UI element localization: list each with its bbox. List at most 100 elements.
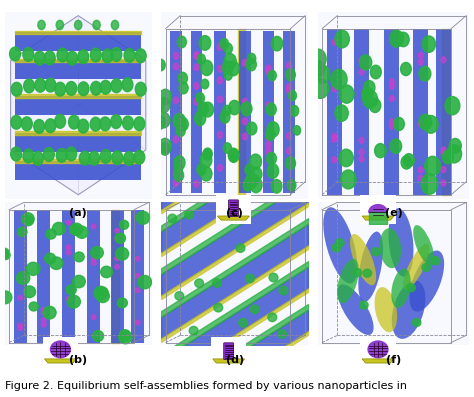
Circle shape: [390, 96, 394, 102]
Circle shape: [267, 152, 276, 165]
FancyBboxPatch shape: [62, 210, 75, 343]
Circle shape: [194, 83, 199, 89]
Text: (b): (b): [69, 355, 87, 365]
Circle shape: [115, 256, 119, 260]
Polygon shape: [218, 216, 249, 220]
Ellipse shape: [337, 284, 374, 335]
Circle shape: [111, 48, 122, 62]
Polygon shape: [362, 359, 394, 363]
Circle shape: [268, 313, 277, 322]
Circle shape: [21, 117, 32, 131]
Circle shape: [70, 223, 83, 235]
Circle shape: [279, 286, 288, 295]
Circle shape: [93, 20, 100, 30]
FancyBboxPatch shape: [131, 210, 144, 343]
FancyBboxPatch shape: [239, 31, 251, 193]
Circle shape: [286, 69, 295, 81]
Ellipse shape: [358, 231, 383, 302]
Circle shape: [224, 43, 232, 54]
Circle shape: [67, 295, 81, 308]
Circle shape: [390, 30, 403, 47]
Circle shape: [201, 79, 209, 89]
Circle shape: [374, 144, 386, 158]
Circle shape: [66, 250, 71, 255]
Circle shape: [44, 148, 55, 161]
Circle shape: [266, 65, 271, 72]
Ellipse shape: [374, 287, 397, 332]
Circle shape: [335, 30, 349, 48]
Ellipse shape: [403, 244, 429, 290]
Circle shape: [336, 239, 344, 247]
Circle shape: [173, 136, 179, 143]
Circle shape: [196, 93, 204, 104]
Circle shape: [173, 63, 179, 70]
Circle shape: [372, 248, 380, 256]
Circle shape: [422, 263, 430, 271]
Circle shape: [159, 89, 172, 104]
Circle shape: [397, 32, 409, 47]
Circle shape: [115, 229, 119, 233]
Circle shape: [441, 180, 446, 186]
Circle shape: [407, 284, 415, 292]
Circle shape: [66, 220, 71, 225]
Circle shape: [136, 256, 140, 261]
Circle shape: [66, 147, 77, 161]
Circle shape: [115, 236, 119, 241]
Circle shape: [223, 143, 232, 153]
Circle shape: [360, 301, 368, 309]
Circle shape: [251, 167, 262, 181]
Circle shape: [78, 82, 89, 96]
Ellipse shape: [350, 234, 376, 285]
Circle shape: [110, 115, 121, 129]
Circle shape: [229, 100, 240, 115]
Circle shape: [364, 81, 375, 94]
Circle shape: [332, 86, 337, 92]
Circle shape: [57, 48, 68, 62]
Circle shape: [174, 169, 183, 181]
Circle shape: [17, 272, 30, 285]
Circle shape: [90, 117, 101, 131]
Circle shape: [156, 59, 165, 71]
Circle shape: [67, 51, 78, 65]
Circle shape: [11, 147, 21, 161]
Circle shape: [50, 257, 63, 270]
Circle shape: [18, 326, 23, 330]
Circle shape: [245, 176, 253, 186]
Circle shape: [314, 65, 329, 83]
Circle shape: [267, 122, 279, 137]
Circle shape: [66, 297, 71, 301]
Circle shape: [359, 156, 364, 162]
Circle shape: [45, 119, 56, 133]
FancyBboxPatch shape: [15, 60, 141, 79]
Circle shape: [220, 39, 228, 49]
Circle shape: [363, 90, 378, 108]
Circle shape: [223, 105, 231, 116]
Circle shape: [359, 69, 364, 75]
Text: Figure 2. Equilibrium self-assemblies formed by various nanoparticles in: Figure 2. Equilibrium self-assemblies fo…: [5, 381, 407, 391]
Circle shape: [247, 122, 257, 135]
Circle shape: [431, 257, 440, 265]
Circle shape: [91, 257, 96, 261]
Circle shape: [217, 164, 223, 171]
Circle shape: [69, 115, 80, 129]
Circle shape: [243, 180, 252, 191]
Circle shape: [359, 137, 364, 143]
FancyBboxPatch shape: [214, 31, 226, 193]
Circle shape: [111, 20, 118, 30]
Circle shape: [75, 226, 88, 238]
Polygon shape: [369, 205, 387, 212]
Circle shape: [116, 247, 128, 260]
Circle shape: [34, 119, 45, 133]
Circle shape: [286, 133, 292, 139]
Circle shape: [441, 167, 446, 173]
Circle shape: [44, 51, 55, 65]
Circle shape: [66, 285, 76, 295]
Circle shape: [441, 57, 446, 63]
Circle shape: [442, 150, 454, 164]
Polygon shape: [362, 216, 394, 220]
Circle shape: [175, 164, 182, 173]
Circle shape: [34, 51, 45, 65]
Circle shape: [449, 139, 461, 153]
Ellipse shape: [413, 225, 434, 266]
Circle shape: [268, 70, 276, 81]
